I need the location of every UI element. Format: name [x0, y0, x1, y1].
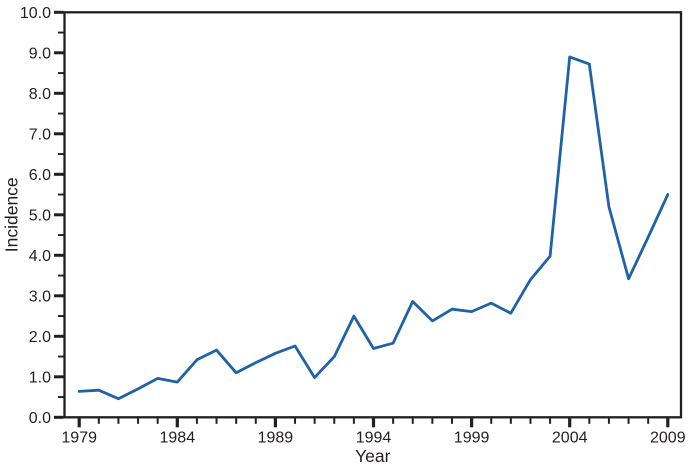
- y-axis-tick-label: 9.0: [29, 45, 51, 62]
- y-axis-tick-label: 7.0: [29, 126, 51, 143]
- y-axis-tick-label: 6.0: [29, 167, 51, 184]
- plot-frame: [63, 11, 683, 419]
- x-axis-tick-label: 1979: [61, 430, 97, 447]
- data-line-incidence: [77, 55, 670, 401]
- x-axis-tick-labels: 1979 1984 1989 1994 1999 2004 2009: [61, 430, 685, 447]
- y-axis-tick-label: 3.0: [29, 288, 51, 305]
- y-axis-tick-label: 10.0: [20, 5, 51, 22]
- y-axis-tick-label: 2.0: [29, 329, 51, 346]
- y-axis-tick-label: 8.0: [29, 86, 51, 103]
- x-axis-title: Year: [355, 446, 391, 465]
- x-axis-tick-label: 1984: [160, 430, 196, 447]
- y-axis-tick-label: 5.0: [29, 207, 51, 224]
- y-axis-title: Incidence: [2, 177, 22, 252]
- x-axis-ticks: [77, 418, 670, 428]
- x-axis-tick-label: 2004: [552, 430, 588, 447]
- y-axis-tick-labels: 0.0 1.0 2.0 3.0 4.0 5.0 6.0 7.0 8.0 9.0 10.0: [20, 5, 51, 427]
- x-axis-tick-label: 2009: [650, 430, 686, 447]
- x-axis-tick-label: 1999: [454, 430, 490, 447]
- y-axis-tick-label: 0.0: [29, 410, 51, 427]
- x-axis-tick-label: 1989: [258, 430, 294, 447]
- x-axis-tick-label: 1994: [356, 430, 392, 447]
- y-axis-tick-label: 4.0: [29, 248, 51, 265]
- y-axis-tick-label: 1.0: [29, 369, 51, 386]
- y-axis-ticks: [54, 10, 64, 419]
